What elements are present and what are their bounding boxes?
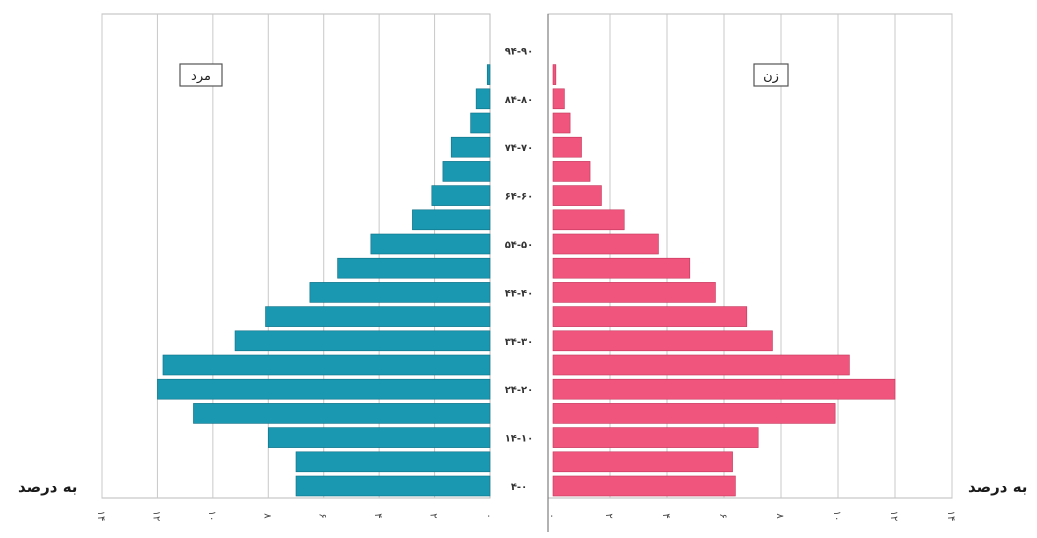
age-group-label: ۷۴-۷۰ (505, 143, 534, 154)
tick-label-male: ۱۴ (95, 511, 106, 522)
bar-male (475, 88, 491, 110)
unit-note-left: به درصد (18, 478, 78, 496)
bar-male (157, 378, 491, 400)
bar-female (552, 403, 836, 424)
tick-label-male: ۰ (483, 513, 494, 518)
age-group-labels: ۴-۰ ۱۴-۱۰ ۲۴-۲۰ ۳۴-۳۰ ۴۴-۴۰ ۵۴-۵۰ ۶۴-۶۰ ۷۴-۷۰ ۸۴… (505, 46, 534, 493)
bar-female (552, 330, 773, 352)
age-group-label: ۵۴-۵۰ (505, 240, 534, 251)
bar-female (552, 378, 896, 400)
tick-label-female: ۴ (660, 513, 671, 518)
bar-female (552, 233, 659, 255)
bar-female (552, 451, 733, 473)
bar-male (193, 403, 491, 424)
bar-male (295, 475, 491, 497)
age-group-label: ۹۴-۹۰ (505, 46, 534, 57)
age-group-label: ۴-۰ (511, 482, 527, 493)
bar-male (265, 306, 491, 327)
tick-label-male: ۸ (261, 513, 272, 519)
tick-label-female: ۶ (717, 513, 728, 518)
unit-note-right: به درصد (968, 478, 1028, 496)
tick-label-male: ۱۲ (150, 511, 161, 522)
bar-male (412, 209, 491, 231)
bar-female (552, 185, 602, 206)
bars-female (552, 64, 896, 497)
age-group-label: ۲۴-۲۰ (505, 385, 534, 396)
bar-male (162, 354, 491, 376)
bar-male (450, 136, 491, 158)
legend-female-label: زن (763, 69, 779, 84)
bar-female (552, 161, 591, 182)
legend-female-box: زن (753, 63, 789, 87)
bar-male (470, 112, 491, 134)
bar-female (552, 112, 571, 134)
bar-female (552, 306, 748, 327)
bar-female (552, 88, 565, 110)
bar-male (337, 257, 491, 279)
ticks-female: ۰ ۲ ۴ ۶ ۸ ۱۰ ۱۲ ۱۴ (546, 511, 956, 522)
legend-male-label: مرد (191, 69, 211, 84)
bar-female (552, 136, 582, 158)
tick-label-male: ۱۰ (206, 511, 217, 522)
age-group-label: ۶۴-۶۰ (505, 192, 534, 203)
age-group-label: ۳۴-۳۰ (505, 337, 534, 348)
bar-male (309, 282, 491, 303)
tick-label-female: ۱۰ (831, 511, 842, 522)
age-group-label: ۸۴-۸۰ (505, 95, 534, 106)
tick-label-female: ۸ (774, 513, 785, 519)
bar-male (442, 161, 491, 182)
bar-female (552, 209, 625, 231)
bar-female (552, 354, 850, 376)
bar-female (552, 475, 736, 497)
bar-female (552, 427, 759, 448)
age-group-label: ۴۴-۴۰ (505, 288, 534, 299)
tick-label-female: ۱۲ (888, 511, 899, 522)
bar-male (234, 330, 491, 352)
tick-label-male: ۲ (428, 513, 439, 518)
bar-female (552, 64, 557, 85)
tick-label-female: ۲ (603, 513, 614, 518)
bar-male (370, 233, 491, 255)
tick-label-male: ۶ (317, 513, 328, 518)
plot-area-left (101, 13, 491, 499)
bar-male (431, 185, 491, 206)
bar-male (267, 427, 491, 448)
legend-male-box: مرد (179, 63, 223, 87)
tick-label-female: ۱۴ (945, 511, 956, 522)
ticks-male: ۱۴ ۱۲ ۱۰ ۸ ۶ ۴ ۲ ۰ (95, 511, 494, 522)
tick-label-female: ۰ (546, 513, 557, 518)
bar-male (295, 451, 491, 473)
grid-left (101, 14, 436, 498)
bar-female (552, 282, 716, 303)
plot-area-right (547, 13, 953, 499)
bar-male (486, 64, 491, 85)
age-group-label: ۱۴-۱۰ (505, 434, 534, 445)
bars-male (157, 64, 491, 497)
bar-female (552, 257, 691, 279)
tick-label-male: ۴ (372, 513, 383, 518)
